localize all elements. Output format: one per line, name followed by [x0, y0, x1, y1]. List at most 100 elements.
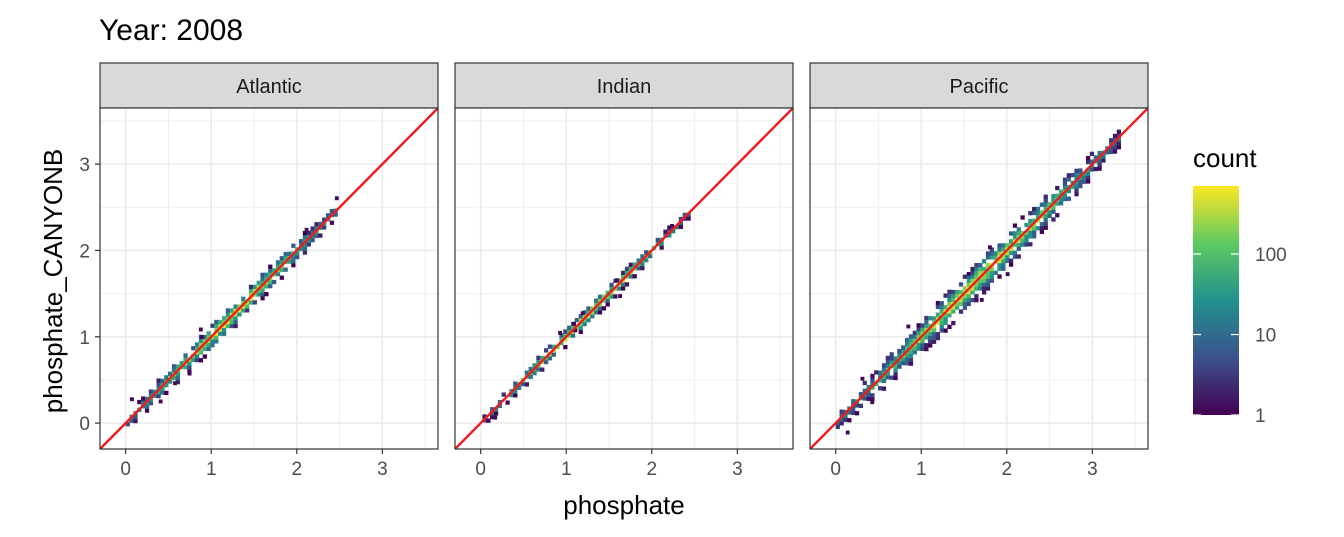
heatmap-bin — [532, 363, 537, 368]
heatmap-bin — [924, 319, 929, 325]
heatmap-bin — [966, 274, 971, 279]
heatmap-bin — [993, 251, 998, 256]
heatmap-bin — [160, 378, 165, 384]
heatmap-bin — [156, 378, 161, 383]
x-tick-label: 1 — [916, 459, 927, 480]
heatmap-bin — [601, 294, 607, 299]
heatmap-bin — [275, 260, 281, 265]
heatmap-bin — [268, 268, 273, 273]
x-tick-label: 0 — [120, 459, 131, 480]
heatmap-bin — [605, 290, 610, 295]
heatmap-bin — [628, 274, 633, 279]
heatmap-bin — [958, 290, 964, 295]
heatmap-bin — [1109, 149, 1114, 155]
heatmap-bin — [866, 396, 871, 401]
heatmap-bin — [939, 328, 944, 333]
heatmap-bin — [1016, 231, 1021, 236]
heatmap-bin — [1097, 150, 1102, 156]
heatmap-bin — [893, 375, 898, 381]
heatmap-bin — [573, 328, 578, 333]
heatmap-bin — [870, 397, 875, 402]
heatmap-bin — [1024, 234, 1029, 239]
heatmap-bin — [241, 300, 246, 305]
heatmap-bin — [970, 290, 975, 295]
heatmap-bin — [901, 345, 906, 350]
heatmap-bin — [221, 331, 227, 336]
heatmap-bin — [137, 399, 142, 405]
heatmap-bin — [1028, 218, 1033, 224]
heatmap-bin — [947, 309, 952, 314]
heatmap-bin — [302, 246, 308, 251]
heatmap-bin — [897, 364, 902, 369]
heatmap-bin — [210, 339, 215, 344]
heatmap-bin — [605, 298, 610, 303]
heatmap-bin — [536, 359, 541, 364]
heatmap-bin — [847, 418, 852, 423]
heatmap-bin — [509, 392, 514, 398]
heatmap-bin — [1089, 167, 1095, 172]
heatmap-bin — [291, 243, 296, 248]
heatmap-bin — [618, 294, 623, 298]
heatmap-bin — [210, 343, 215, 348]
heatmap-bin — [908, 334, 914, 339]
heatmap-bin — [1028, 222, 1033, 228]
heatmap-bin — [559, 337, 564, 342]
heatmap-bin — [935, 335, 941, 341]
heatmap-bin — [1062, 193, 1068, 198]
heatmap-bin — [248, 296, 254, 301]
heatmap-bin — [601, 306, 607, 311]
heatmap-bin — [233, 316, 238, 321]
heatmap-bin — [156, 390, 161, 395]
heatmap-bin — [148, 389, 154, 394]
heatmap-bin — [1028, 234, 1033, 239]
heatmap-bin — [191, 346, 196, 351]
heatmap-bin — [951, 293, 956, 299]
heatmap-bin — [981, 278, 987, 283]
heatmap-bin — [928, 316, 933, 321]
heatmap-bin — [928, 339, 933, 344]
heatmap-bin — [1005, 243, 1010, 248]
heatmap-bin — [609, 286, 614, 291]
heatmap-bin — [256, 284, 261, 289]
facet-strip — [809, 62, 1149, 109]
heatmap-bin — [563, 344, 568, 350]
heatmap-bin — [931, 327, 937, 333]
facet-strip-label: Pacific — [950, 76, 1009, 98]
heatmap-bin — [329, 220, 335, 225]
heatmap-bin — [985, 286, 991, 291]
heatmap-bin — [1101, 158, 1106, 163]
heatmap-bin — [885, 375, 890, 380]
heatmap-bin — [885, 371, 890, 376]
heatmap-bin — [1116, 129, 1122, 134]
heatmap-bin — [1032, 222, 1037, 227]
heatmap-bin — [291, 263, 296, 268]
heatmap-bin — [597, 298, 603, 303]
heatmap-bin — [1051, 217, 1056, 222]
heatmap-bin — [183, 353, 188, 358]
heatmap-bin — [920, 327, 925, 332]
chart-title: Year: 2008 — [99, 14, 243, 47]
heatmap-bin — [221, 319, 227, 325]
heatmap-bin — [241, 304, 246, 309]
y-tick-label: 2 — [79, 241, 90, 262]
heatmap-bin — [881, 386, 887, 391]
heatmap-bin — [854, 411, 860, 416]
heatmap-bin — [839, 421, 844, 426]
legend-tick-label: 10 — [1255, 326, 1276, 347]
heatmap-bin — [912, 334, 917, 339]
heatmap-bin — [970, 274, 975, 279]
heatmap-bin — [148, 401, 154, 406]
heatmap-bin — [862, 396, 867, 401]
heatmap-bin — [667, 233, 672, 238]
heatmap-bin — [1062, 196, 1068, 202]
heatmap-bin — [233, 312, 238, 317]
heatmap-bin — [256, 292, 261, 297]
heatmap-bin — [1078, 176, 1083, 181]
heatmap-bin — [252, 288, 257, 293]
heatmap-bin — [248, 292, 254, 297]
heatmap-bin — [912, 346, 917, 351]
heatmap-bin — [1109, 145, 1114, 151]
heatmap-bin — [943, 312, 948, 318]
heatmap-bin — [678, 216, 684, 222]
